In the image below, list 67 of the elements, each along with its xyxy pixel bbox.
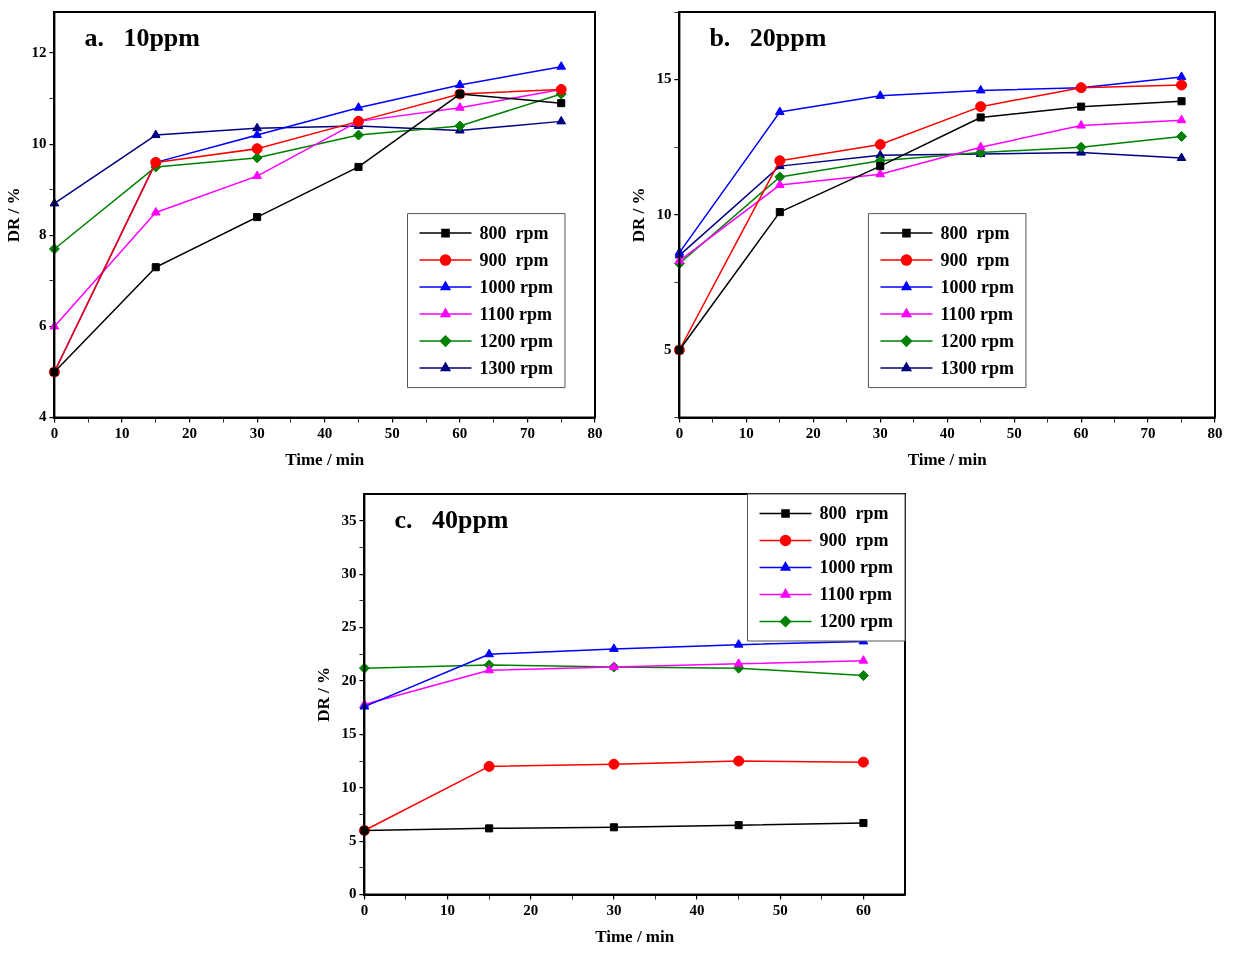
x-tick-label: 60 <box>1073 425 1089 442</box>
x-tick-label: 0 <box>50 425 59 442</box>
y-tick-label: 15 <box>341 725 357 742</box>
y-tick-label: 10 <box>656 205 672 222</box>
x-tick-label: 80 <box>1207 425 1223 442</box>
y-tick-label: 12 <box>31 43 47 60</box>
x-tick-label: 20 <box>805 425 821 442</box>
y-tick-label: 5 <box>663 340 672 357</box>
legend-label: 900 rpm <box>819 530 889 551</box>
legend-label: 1200 rpm <box>479 330 554 351</box>
legend-label: 1200 rpm <box>940 330 1014 351</box>
y-axis-title: DR / % <box>3 187 23 243</box>
y-tick-label: 25 <box>341 618 357 635</box>
legend-label: 1300 rpm <box>940 357 1014 378</box>
legend-label: 1000 rpm <box>479 276 554 297</box>
x-tick-label: 40 <box>317 425 333 442</box>
legend-label: 1100 rpm <box>940 303 1013 324</box>
x-tick-label: 10 <box>114 425 130 442</box>
x-axis-title: Time / min <box>595 927 675 947</box>
x-tick-label: 60 <box>855 902 871 919</box>
chart-title: b. 20ppm <box>709 22 827 52</box>
legend-label: 1300 rpm <box>479 357 554 378</box>
y-tick-label: 20 <box>341 671 357 688</box>
x-tick-label: 20 <box>182 425 198 442</box>
y-axis-title: DR / % <box>628 187 648 243</box>
x-tick-label: 10 <box>738 425 754 442</box>
chart-title: a. 10ppm <box>84 22 201 52</box>
y-tick-label: 15 <box>656 70 672 87</box>
x-tick-label: 40 <box>939 425 955 442</box>
chart-title: c. 40ppm <box>394 504 509 534</box>
y-tick-label: 5 <box>348 832 357 849</box>
x-tick-label: 50 <box>384 425 400 442</box>
x-tick-label: 60 <box>452 425 468 442</box>
x-tick-label: 80 <box>587 425 603 442</box>
legend-label: 800 rpm <box>819 503 889 524</box>
x-tick-label: 30 <box>249 425 265 442</box>
x-tick-label: 20 <box>523 902 539 919</box>
x-tick-label: 40 <box>689 902 705 919</box>
y-tick-label: 6 <box>38 317 47 334</box>
x-tick-label: 0 <box>360 902 369 919</box>
legend-label: 1100 rpm <box>819 584 893 605</box>
legend-label: 1000 rpm <box>940 276 1014 297</box>
legend-label: 1000 rpm <box>819 557 894 578</box>
y-axis-title: DR / % <box>313 666 333 722</box>
y-tick-label: 35 <box>341 511 357 528</box>
legend-label: 1200 rpm <box>819 611 894 632</box>
x-tick-label: 50 <box>1006 425 1022 442</box>
y-tick-label: 10 <box>341 778 357 795</box>
x-tick-label: 30 <box>872 425 888 442</box>
y-tick-label: 8 <box>38 226 47 243</box>
legend-label: 1100 rpm <box>479 303 553 324</box>
y-tick-label: 30 <box>341 564 357 581</box>
legend-label: 800 rpm <box>940 222 1010 243</box>
x-tick-label: 70 <box>519 425 535 442</box>
x-tick-label: 50 <box>772 902 788 919</box>
legend-label: 900 rpm <box>940 249 1010 270</box>
legend-label: 800 rpm <box>479 222 549 243</box>
x-axis-title: Time / min <box>285 450 365 470</box>
legend-label: 900 rpm <box>479 249 549 270</box>
x-tick-label: 70 <box>1140 425 1156 442</box>
x-tick-label: 10 <box>440 902 456 919</box>
y-tick-label: 0 <box>348 885 357 902</box>
y-tick-label: 10 <box>31 135 47 152</box>
x-tick-label: 0 <box>675 425 684 442</box>
y-tick-label: 4 <box>38 408 47 425</box>
x-axis-title: Time / min <box>907 450 988 470</box>
x-tick-label: 30 <box>606 902 622 919</box>
